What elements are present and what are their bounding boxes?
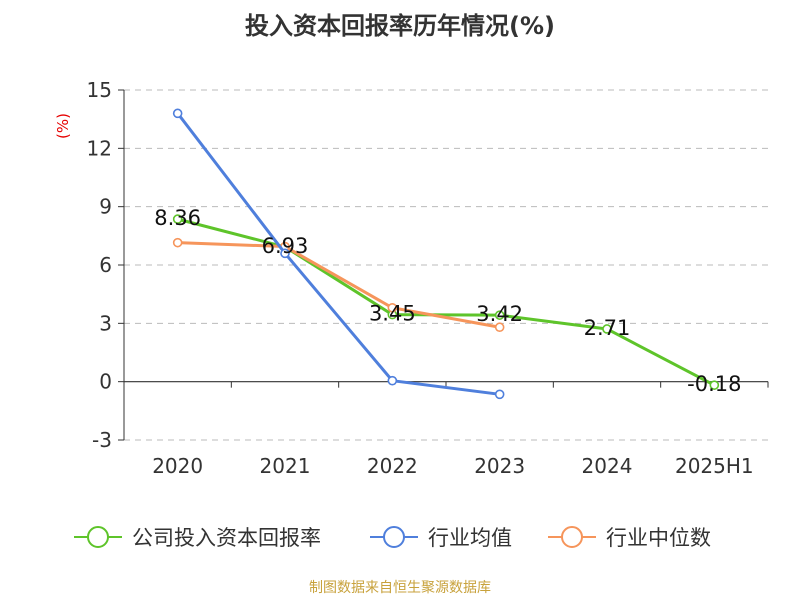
y-tick-label: 15 [87,78,112,102]
y-tick-label: 0 [99,370,112,394]
data-label: 2.71 [584,316,631,340]
legend-item-0: 公司投入资本回报率 [74,526,321,550]
x-tick-label: 2021 [260,454,311,478]
x-tick-label: 2024 [582,454,633,478]
y-tick-label: -3 [92,428,112,452]
data-point [602,324,612,334]
series-0 [172,214,720,390]
x-tick-label: 2025H1 [675,454,754,478]
axes: -3 0 3 6 9 12 15 2020 2021 2022 2023 2024 2025H1 [87,78,769,478]
data-point [280,248,290,259]
y-tick-label: 12 [87,136,112,160]
y-tick-label: 9 [99,195,112,219]
legend: 公司投入资本回报率 行业均值 行业中位数 [74,526,711,550]
legend-label: 公司投入资本回报率 [132,526,321,550]
series-line [177,217,716,387]
legend-marker [383,526,405,548]
data-point [709,380,720,390]
x-tick-label: 2023 [474,454,525,478]
chart-title: 投入资本回报率历年情况(%) [245,12,555,40]
source-note: 制图数据来自恒生聚源数据库 [309,580,491,596]
y-axis-label: (%) [54,113,72,139]
legend-marker [561,526,583,548]
data-point [494,389,505,400]
y-tick-label: 3 [99,311,112,335]
data-labels: 8.36 6.93 3.45 3.42 2.71 -0.18 [154,206,741,396]
data-label: -0.18 [687,372,741,396]
legend-label: 行业均值 [428,526,512,550]
data-point [494,322,505,333]
data-label: 6.93 [262,234,309,258]
data-point [387,375,398,386]
series-group [172,108,720,400]
grid-lines [124,89,768,441]
data-label: 3.42 [476,302,523,326]
data-point [387,302,398,313]
series-1 [172,108,505,400]
series-line [177,241,500,329]
data-point [172,108,183,119]
data-point [172,237,183,248]
series-line [176,112,500,396]
data-point [172,214,183,224]
legend-item-1: 行业均值 [370,526,512,550]
data-label: 8.36 [154,206,201,230]
legend-label: 行业中位数 [606,526,711,550]
data-point [494,310,505,320]
legend-item-2: 行业中位数 [548,526,711,550]
y-tick-label: 6 [99,253,112,277]
x-tick-label: 2022 [367,454,418,478]
data-label: 3.45 [369,302,416,326]
x-tick-label: 2020 [152,454,203,478]
legend-marker [87,526,109,548]
